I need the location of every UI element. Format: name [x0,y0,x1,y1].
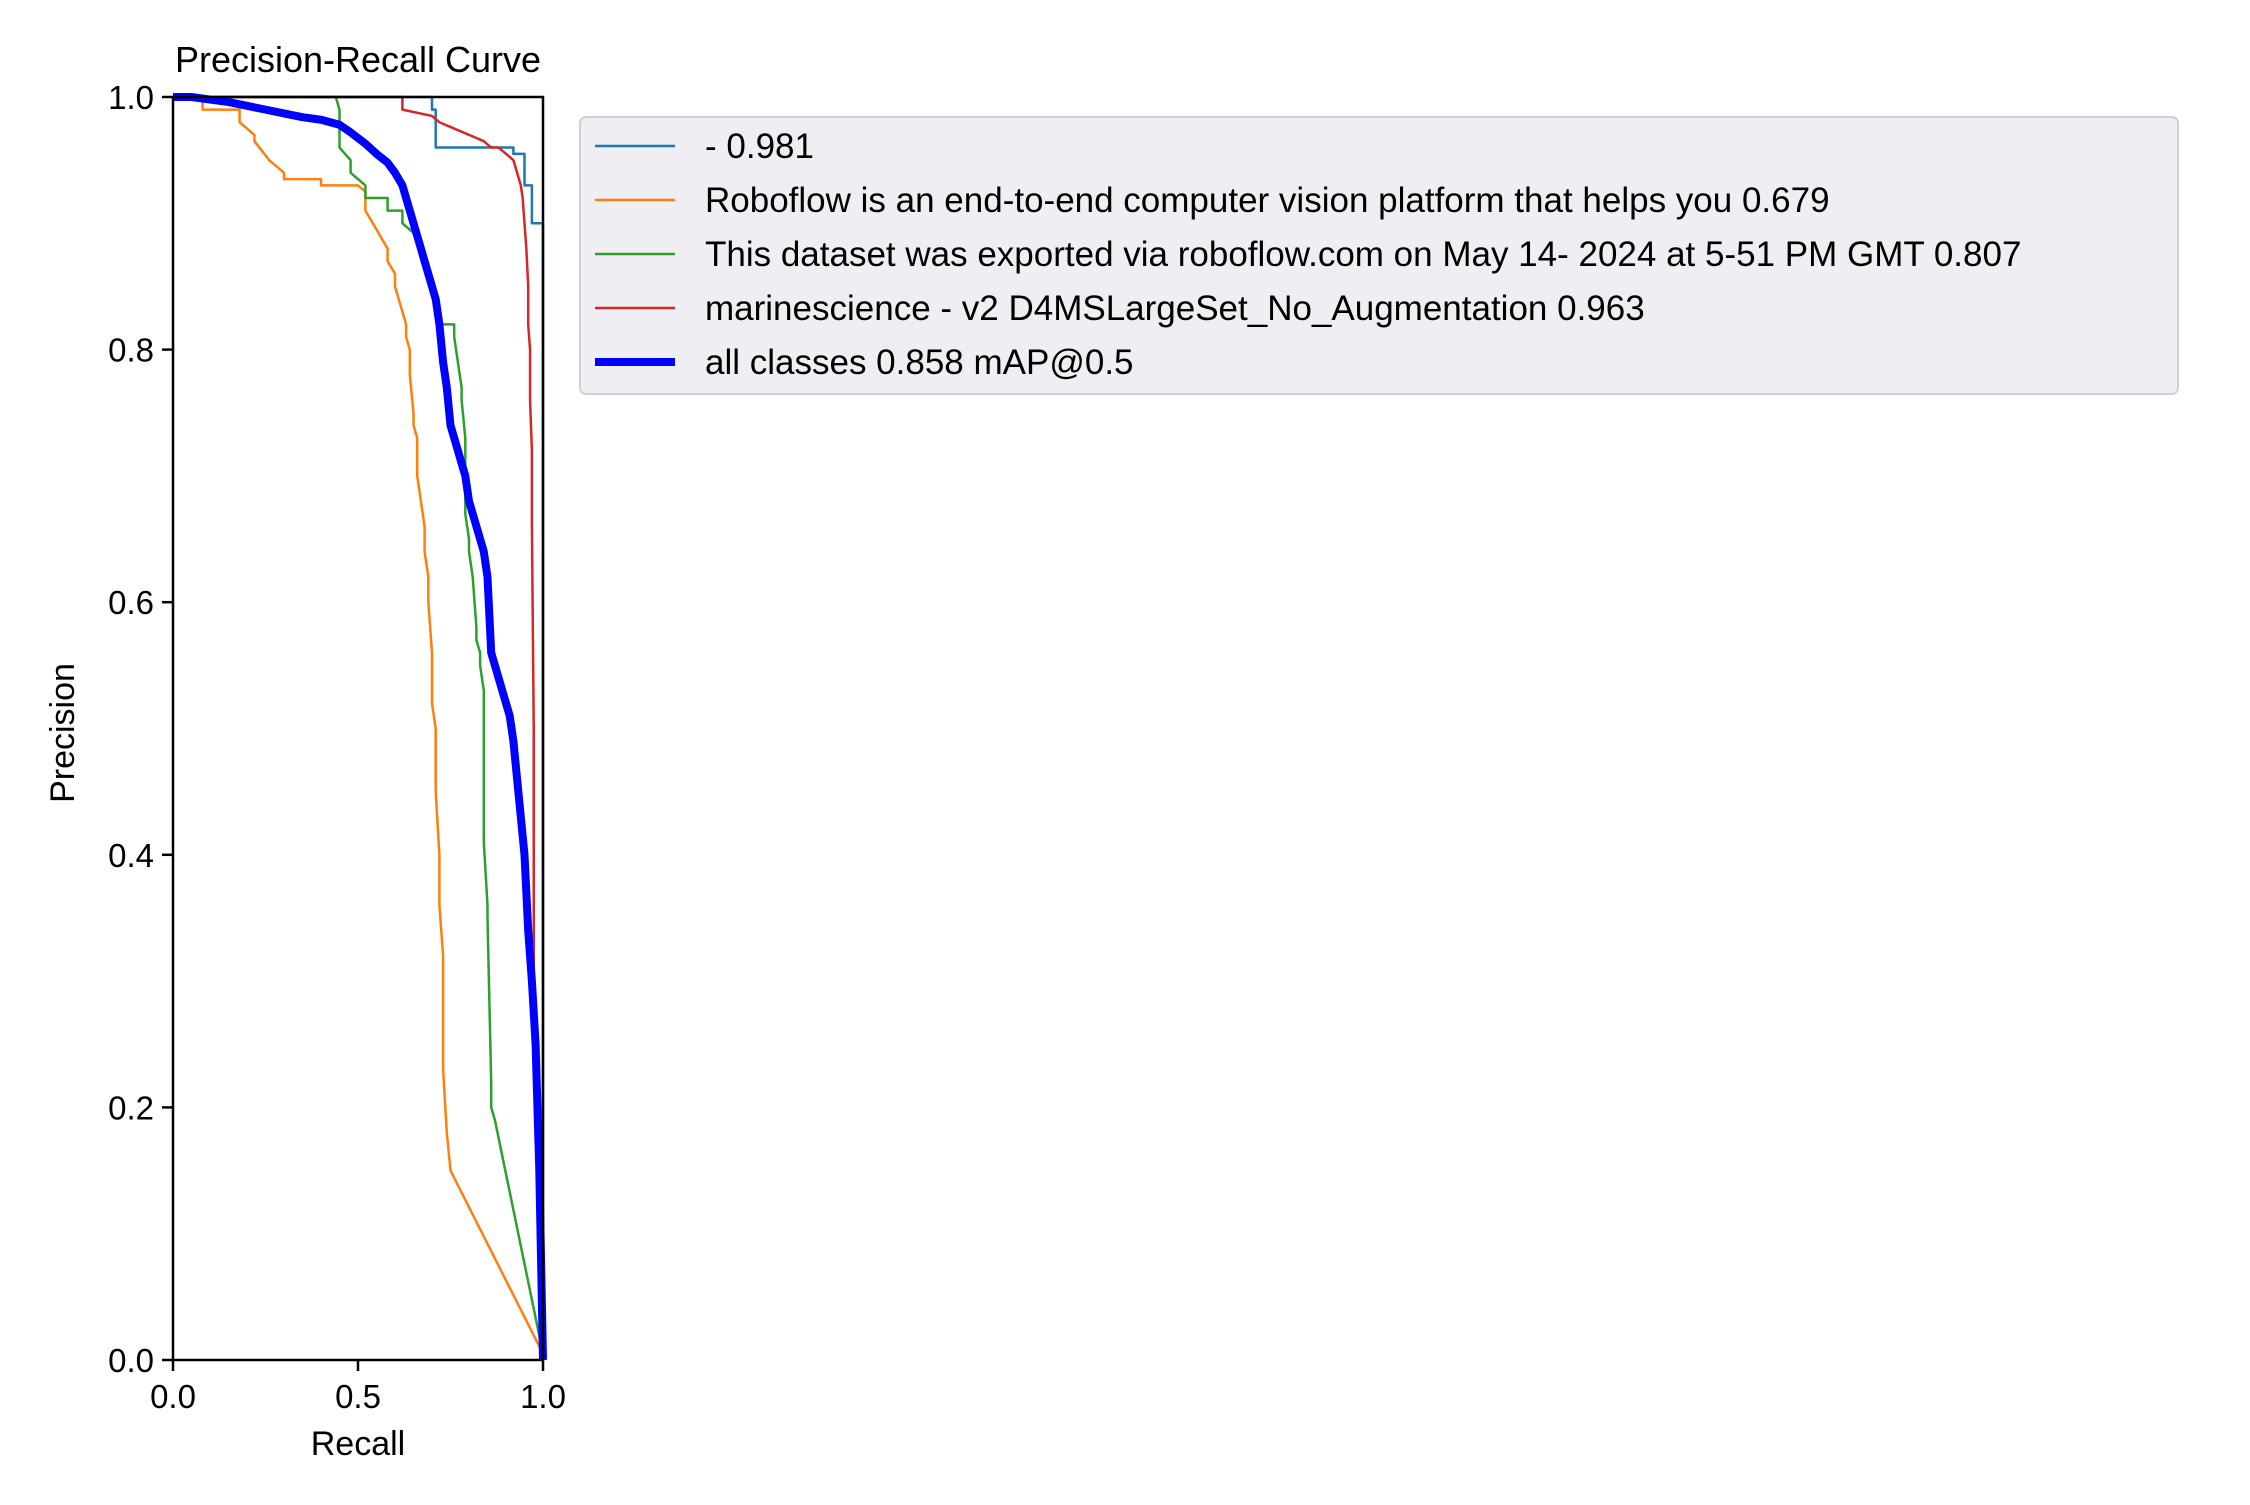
y-tick-label-1: 0.2 [108,1089,154,1126]
legend-entry-0: - 0.981 [705,127,814,166]
y-axis-label: Precision [44,663,82,803]
legend-entry-1: Roboflow is an end-to-end computer visio… [705,181,1830,220]
legend-entry-2: This dataset was exported via roboflow.c… [705,235,2021,274]
chart-title: Precision-Recall Curve [175,39,541,80]
x-tick-label-1: 0.5 [335,1378,381,1415]
series-line-0 [173,95,545,1360]
series-line-2 [173,95,545,1354]
tick-layer: 0.0 0.5 1.0 0.0 0.2 0.4 0.6 0.8 1.0 [108,79,566,1415]
series-line-4 [173,93,547,1361]
y-tick-label-5: 1.0 [108,79,154,116]
legend-entry-3: marinescience - v2 D4MSLargeSet_No_Augme… [705,289,1645,328]
legend: - 0.981 Roboflow is an end-to-end compute… [579,116,2179,395]
x-tick-label-0: 0.0 [150,1378,196,1415]
x-axis-label: Recall [311,1425,405,1463]
series-line-1 [173,95,545,1355]
y-tick-label-2: 0.4 [108,837,154,874]
y-tick-label-0: 0.0 [108,1342,154,1379]
series-line-3 [173,95,545,1361]
x-tick-label-2: 1.0 [520,1378,566,1415]
y-tick-label-3: 0.6 [108,584,154,621]
legend-box [579,116,2179,395]
legend-entry-4: all classes 0.858 mAP@0.5 [705,343,1134,382]
series-layer [173,93,547,1361]
y-tick-label-4: 0.8 [108,332,154,369]
